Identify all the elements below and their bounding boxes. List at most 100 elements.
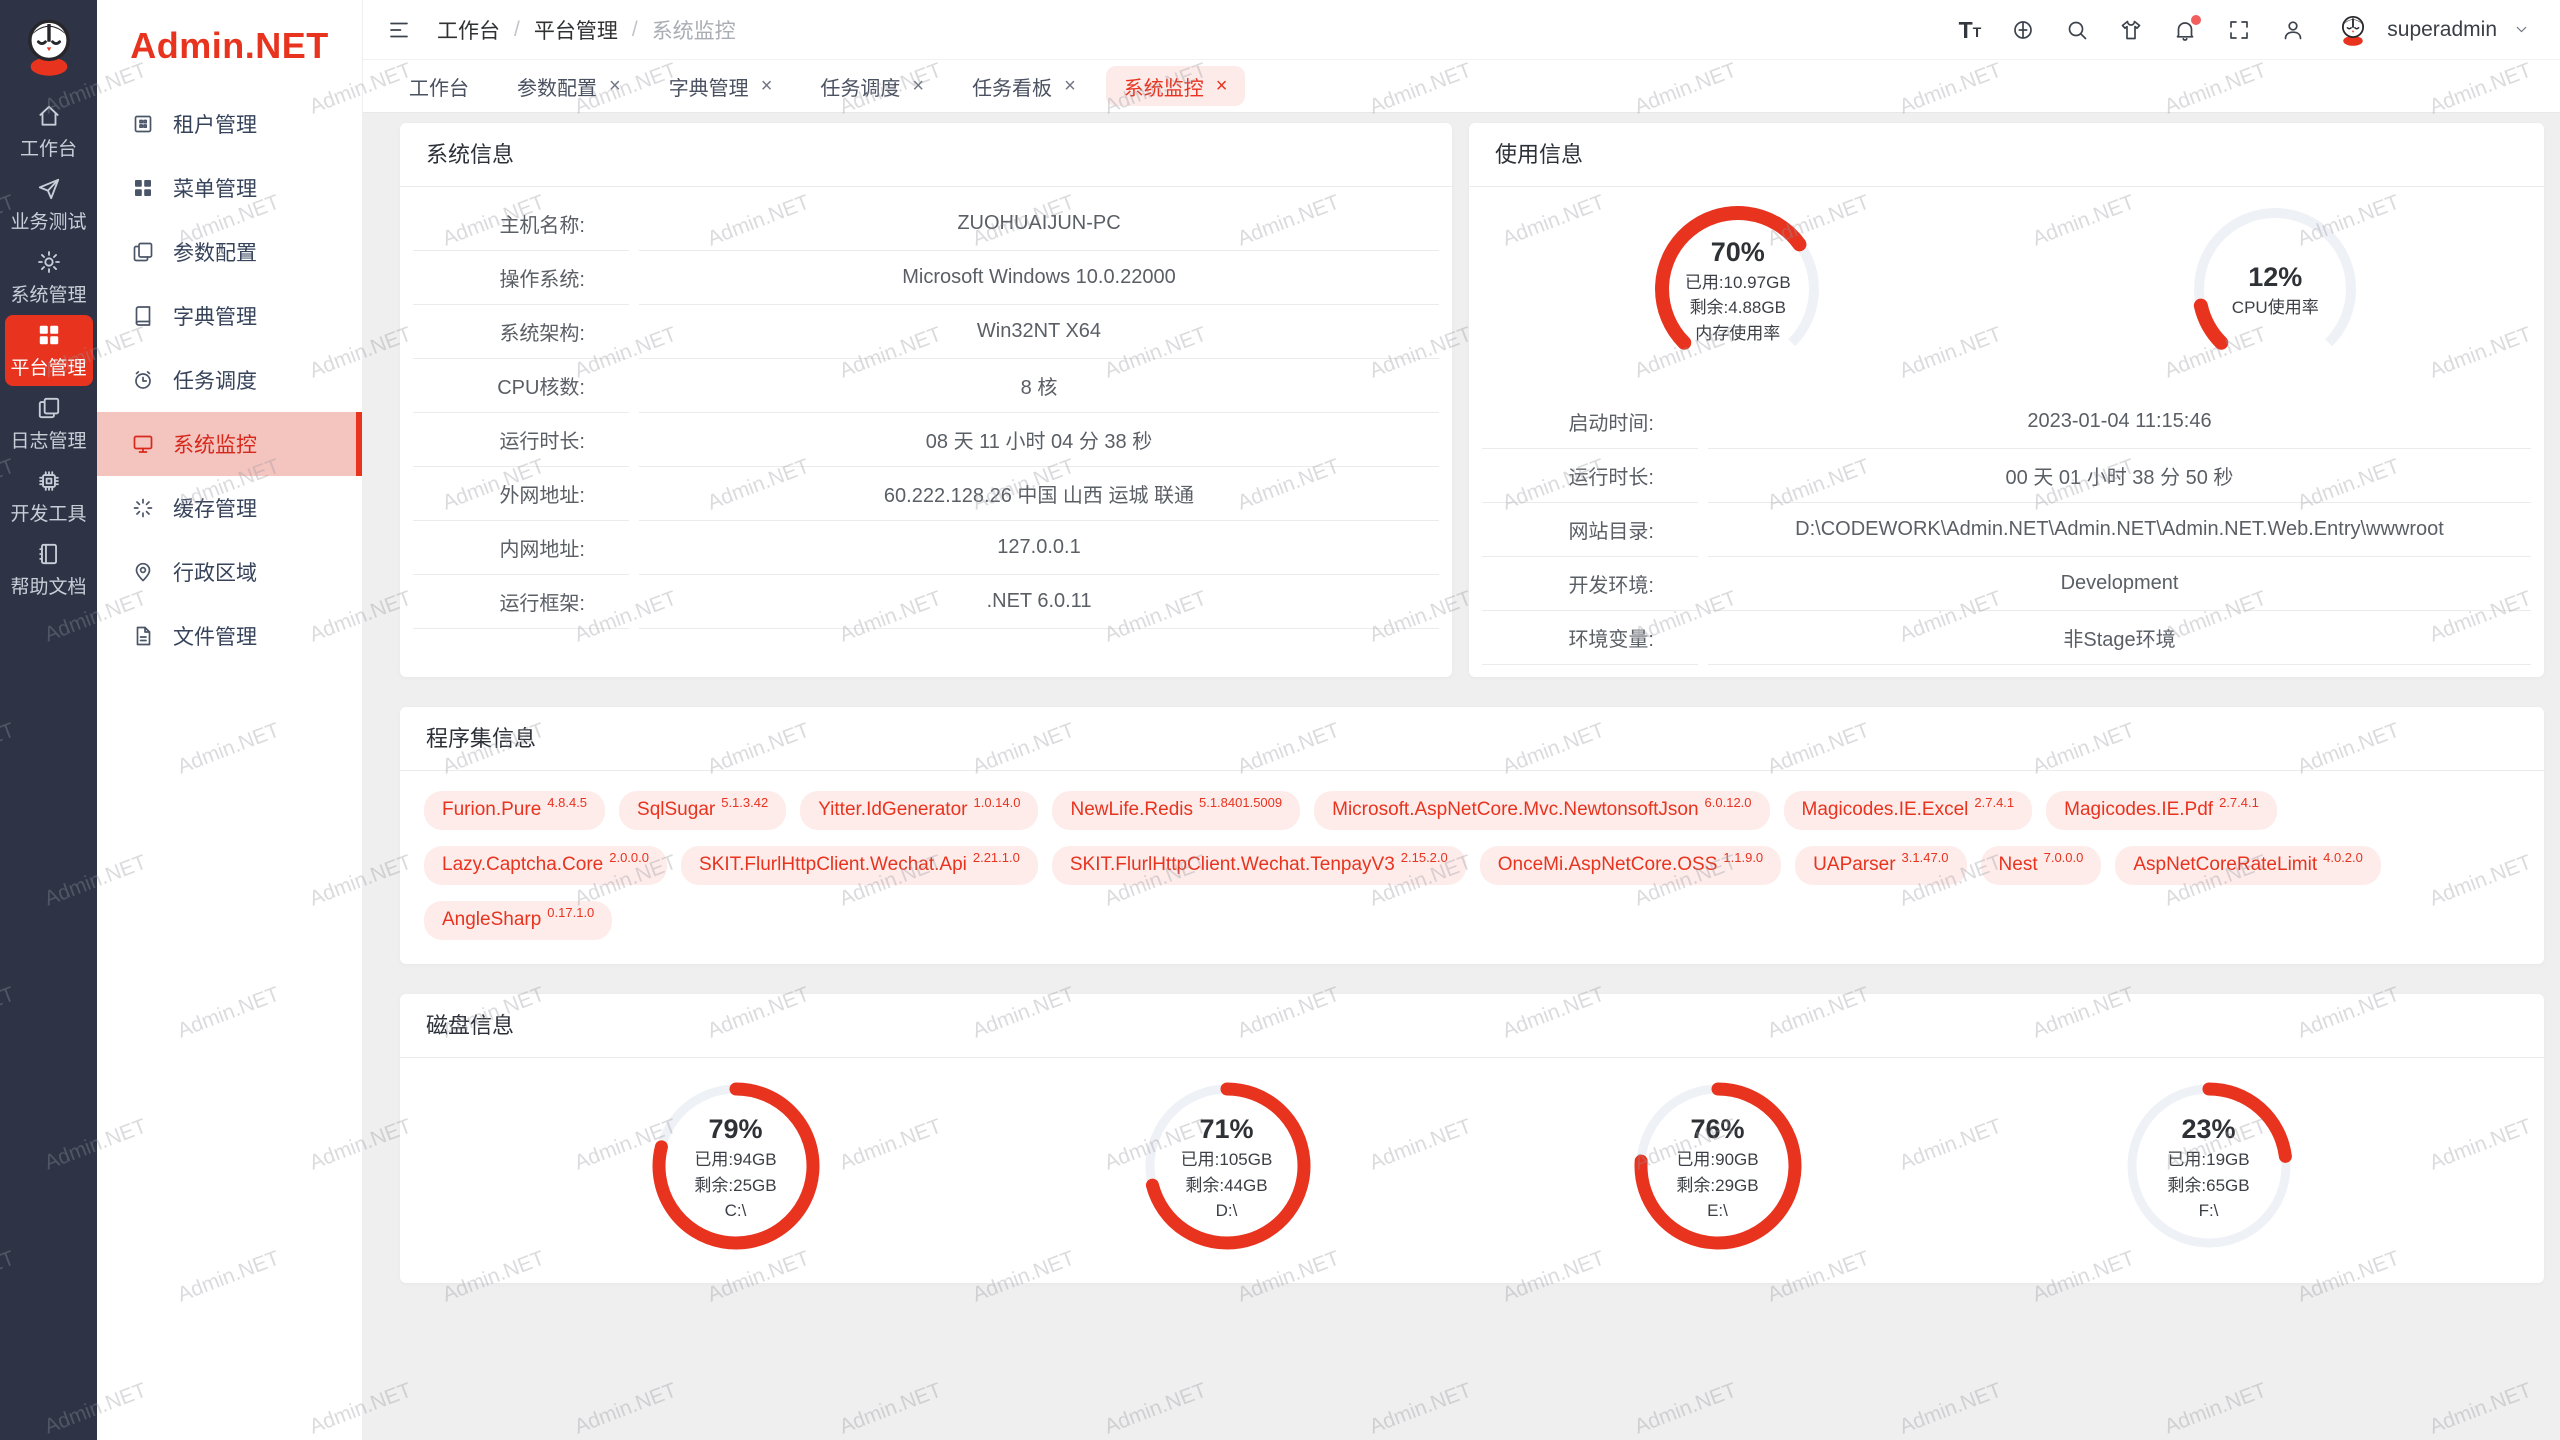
notification-bell-icon[interactable] xyxy=(2173,14,2202,42)
info-label: 内网地址: xyxy=(413,521,629,575)
tab-close-icon[interactable]: × xyxy=(1215,75,1228,97)
gauge-line: 已用:10.97GB xyxy=(1684,272,1791,292)
package-tag[interactable]: Nest 7.0.0.0 xyxy=(1980,846,2102,885)
search-icon[interactable] xyxy=(2065,18,2089,42)
menu-grid-icon xyxy=(131,176,155,200)
package-tag[interactable]: Furion.Pure 4.8.4.5 xyxy=(424,791,606,830)
tab-label: 参数配置 xyxy=(517,77,597,100)
breadcrumb-item[interactable]: 平台管理 xyxy=(533,19,618,43)
package-tag[interactable]: Microsoft.AspNetCore.Mvc.NewtonsoftJson 6… xyxy=(1314,791,1770,830)
tenant-icon xyxy=(131,112,155,136)
package-tag[interactable]: Magicodes.IE.Excel 2.7.4.1 xyxy=(1783,791,2033,830)
package-tag[interactable]: AngleSharp 0.17.1.0 xyxy=(424,901,613,940)
tab-item[interactable]: 任务调度 × xyxy=(802,66,942,106)
disk-drive: D:\ xyxy=(1215,1201,1238,1221)
disk-gauge-center: 76% 已用:90GB 剩余:29GB E:\ xyxy=(1632,1080,1804,1257)
tab-active[interactable]: 系统监控 × xyxy=(1105,66,1246,106)
sidebar-item-label: 文件管理 xyxy=(173,626,257,649)
rail-item-gear[interactable]: 系统管理 xyxy=(5,242,93,313)
sidebar-item-label: 任务调度 xyxy=(173,370,257,393)
rail-item-logs[interactable]: 日志管理 xyxy=(5,388,93,459)
sidebar-item-label: 菜单管理 xyxy=(173,178,257,201)
sidebar-item-cache[interactable]: 缓存管理 xyxy=(97,476,362,540)
sidebar-item-schedule[interactable]: 任务调度 xyxy=(97,348,362,412)
tab-close-icon[interactable]: × xyxy=(912,75,925,97)
monitor-icon xyxy=(131,432,155,456)
tab-close-icon[interactable]: × xyxy=(609,75,621,97)
tab-item[interactable]: 工作台 xyxy=(391,66,487,106)
info-label: 外网地址: xyxy=(413,467,629,521)
breadcrumb-item[interactable]: 系统监控 xyxy=(651,19,736,43)
info-label: 运行框架: xyxy=(413,575,629,629)
language-icon[interactable] xyxy=(2011,18,2035,42)
info-row: 运行时长: 08 天 11 小时 04 分 38 秒 xyxy=(413,413,1439,467)
rail-item-label: 帮助文档 xyxy=(10,577,87,598)
usage-gauge: 70% 已用:10.97GB 剩余:4.88GB 内存使用率 xyxy=(1469,203,2007,380)
tab-item[interactable]: 参数配置 × xyxy=(499,66,639,106)
package-version: 5.1.3.42 xyxy=(721,795,769,810)
breadcrumb-item[interactable]: 工作台 xyxy=(437,19,500,43)
avatar[interactable] xyxy=(2335,12,2371,48)
disk-free: 剩余:44GB xyxy=(1185,1175,1268,1195)
rail-item-label: 平台管理 xyxy=(10,358,87,379)
top-bar-left: 工作台 / 平台管理 / 系统监控 xyxy=(387,15,736,45)
dictionary-icon xyxy=(131,304,155,328)
package-tag[interactable]: Yitter.IdGenerator 1.0.14.0 xyxy=(800,791,1039,830)
rail-item-grid[interactable]: 平台管理 xyxy=(4,315,93,386)
tab-item[interactable]: 字典管理 × xyxy=(651,66,791,106)
disk-gauge-center: 71% 已用:105GB 剩余:44GB D:\ xyxy=(1141,1080,1313,1257)
package-tag[interactable]: SKIT.FlurlHttpClient.Wechat.TenpayV3 2.15… xyxy=(1051,846,1466,885)
package-tag[interactable]: Magicodes.IE.Pdf 2.7.4.1 xyxy=(2046,791,2277,830)
rail-item-send[interactable]: 业务测试 xyxy=(5,169,93,240)
gauge-center: 12% CPU使用率 xyxy=(2189,203,2361,380)
rail-item-home[interactable]: 工作台 xyxy=(5,96,93,167)
package-tag[interactable]: NewLife.Redis 5.1.8401.5009 xyxy=(1052,791,1301,830)
tab-close-icon[interactable]: × xyxy=(1064,75,1076,97)
chevron-down-icon[interactable] xyxy=(2513,21,2530,38)
package-tag[interactable]: UAParser 3.1.47.0 xyxy=(1795,846,1967,885)
sidebar-item-menu-grid[interactable]: 菜单管理 xyxy=(97,156,362,220)
rail-item-book[interactable]: 帮助文档 xyxy=(5,534,93,605)
breadcrumb: 工作台 / 平台管理 / 系统监控 xyxy=(437,15,736,45)
info-label: 启动时间: xyxy=(1482,395,1698,449)
sidebar-item-file[interactable]: 文件管理 xyxy=(97,604,362,668)
app-mascot-logo[interactable] xyxy=(15,12,83,80)
package-tag[interactable]: Lazy.Captcha.Core 2.0.0.0 xyxy=(424,846,667,885)
username[interactable]: superadmin xyxy=(2387,17,2497,41)
tab-label: 系统监控 xyxy=(1123,77,1204,100)
package-tag[interactable]: OnceMi.AspNetCore.OSS 1.1.9.0 xyxy=(1479,846,1782,885)
info-value: 非Stage环境 xyxy=(1708,611,2531,665)
tab-close-icon[interactable]: × xyxy=(760,75,773,97)
collapse-menu-icon[interactable] xyxy=(387,18,411,42)
disk-drive: C:\ xyxy=(724,1201,747,1221)
info-label: 运行时长: xyxy=(1482,449,1698,503)
gauge-percent: 12% xyxy=(2248,262,2303,293)
rail-item-chip[interactable]: 开发工具 xyxy=(5,461,93,532)
disk-free: 剩余:25GB xyxy=(694,1175,777,1195)
gauge-line: 内存使用率 xyxy=(1695,323,1781,343)
chip-icon xyxy=(36,468,62,494)
sidebar-item-region[interactable]: 行政区域 xyxy=(97,540,362,604)
sidebar-item-tenant[interactable]: 租户管理 xyxy=(97,92,362,156)
info-label: 开发环境: xyxy=(1482,557,1698,611)
theme-shirt-icon[interactable] xyxy=(2119,18,2143,42)
package-tag[interactable]: SKIT.FlurlHttpClient.Wechat.Api 2.21.1.0 xyxy=(681,846,1038,885)
breadcrumb-separator: / xyxy=(631,17,638,41)
package-tag[interactable]: AspNetCoreRateLimit 4.0.2.0 xyxy=(2115,846,2381,885)
sidebar-item-monitor[interactable]: 系统监控 xyxy=(97,412,362,476)
tab-item[interactable]: 任务看板 × xyxy=(954,66,1094,106)
usage-gauge: 12% CPU使用率 xyxy=(2007,203,2545,380)
package-tag[interactable]: SqlSugar 5.1.3.42 xyxy=(619,791,787,830)
sidebar-item-dictionary[interactable]: 字典管理 xyxy=(97,284,362,348)
tab-label: 任务看板 xyxy=(972,77,1053,100)
sidebar-item-params[interactable]: 参数配置 xyxy=(97,220,362,284)
info-value: 08 天 11 小时 04 分 38 秒 xyxy=(639,413,1439,467)
user-icon[interactable] xyxy=(2281,18,2305,42)
gauge-ring: 12% CPU使用率 xyxy=(2189,203,2361,380)
disk-percent: 79% xyxy=(708,1114,763,1145)
fullscreen-icon[interactable] xyxy=(2227,18,2251,42)
info-value: 00 天 01 小时 38 分 50 秒 xyxy=(1708,449,2531,503)
info-value: 60.222.128.26 中国 山西 运城 联通 xyxy=(639,467,1439,521)
